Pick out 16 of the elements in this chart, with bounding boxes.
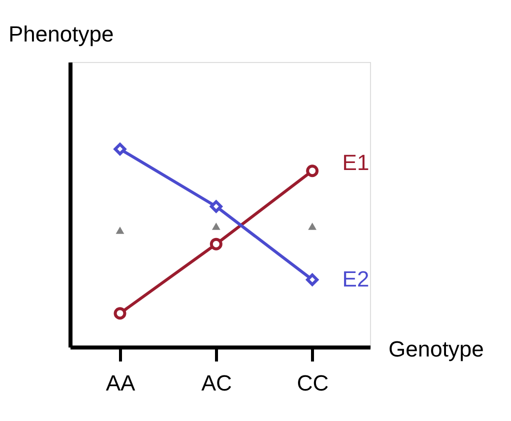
x-tick-label: CC [296, 370, 329, 396]
point [308, 222, 316, 230]
x-axis-title: Genotype [388, 336, 484, 362]
point [116, 226, 124, 234]
point [210, 200, 222, 213]
x-tick-label: AA [106, 370, 136, 396]
y-axis-title: Phenotype [8, 22, 114, 46]
point [306, 164, 319, 178]
point [306, 273, 319, 286]
point [114, 142, 126, 156]
point [212, 222, 220, 230]
x-tick-label: AC [201, 370, 232, 396]
point [114, 307, 126, 320]
series-label: E2 [342, 266, 370, 292]
series-label: E1 [342, 150, 370, 175]
point [210, 238, 222, 250]
